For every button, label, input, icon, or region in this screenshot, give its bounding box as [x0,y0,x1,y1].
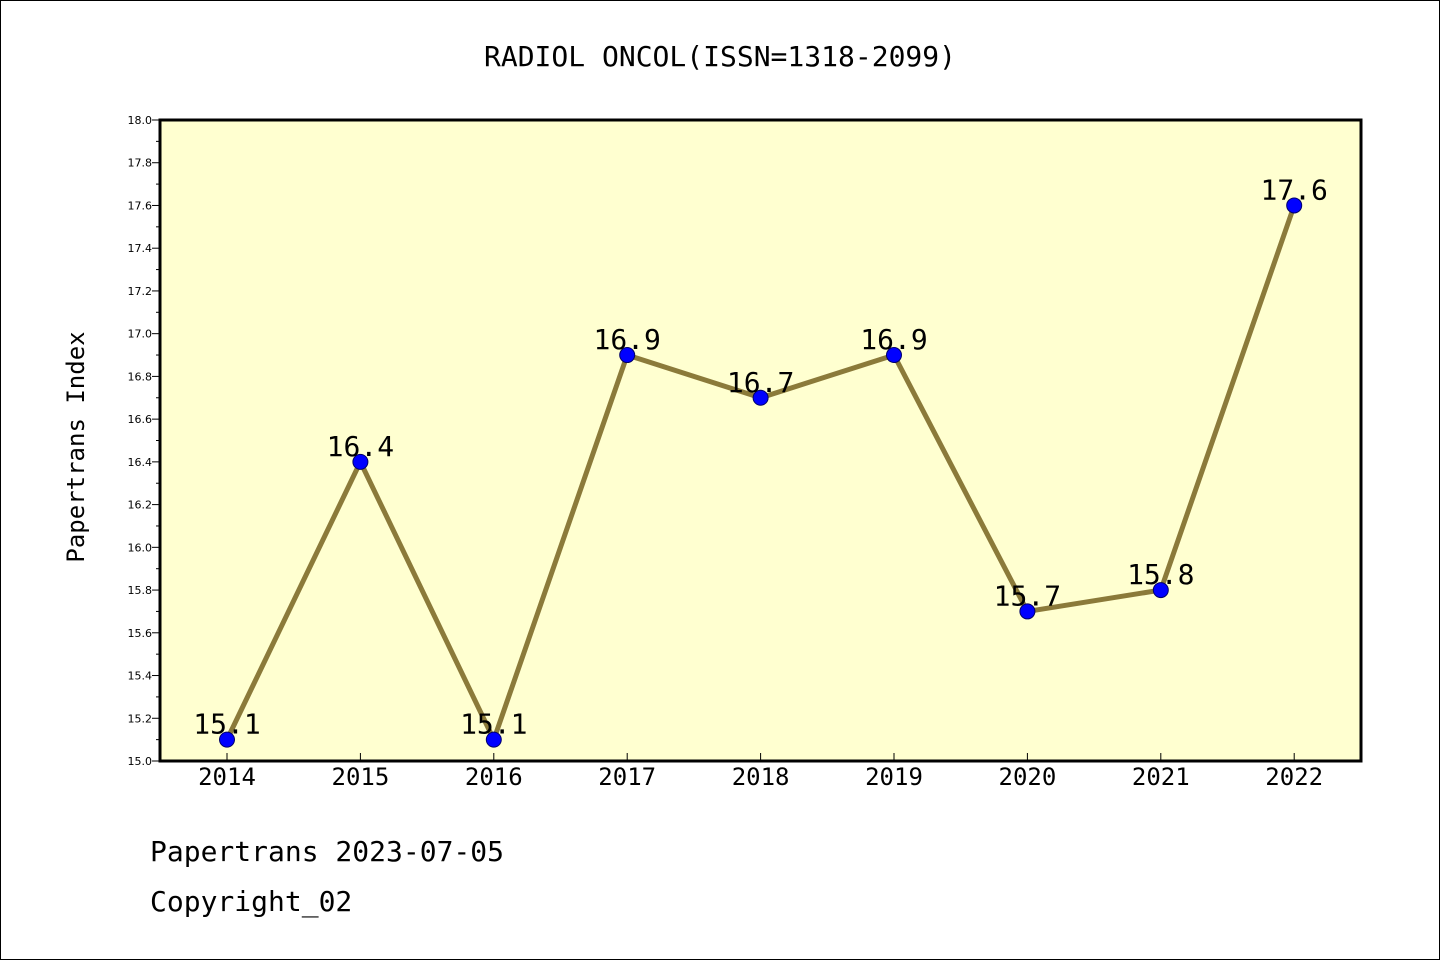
x-axis: 2014 2015 2016 2017 2018 2019 2020 2021 2022 [198,753,1323,791]
data-point [1019,603,1036,620]
data-label: 16.9 [860,323,927,356]
x-tick-label: 2014 [198,763,256,791]
y-tick-label: 16.8 [128,370,153,383]
y-tick-label: 17.0 [128,328,153,341]
data-point [886,347,902,364]
footer-date: Papertrans 2023-07-05 [150,835,505,868]
data-label: 17.6 [1260,173,1327,206]
x-tick-label: 2015 [332,763,390,791]
y-tick-label: 15.6 [128,627,153,640]
x-tick-label: 2016 [465,763,523,791]
x-tick-label: 2021 [1132,763,1190,791]
footer-copyright: Copyright_02 [150,885,353,918]
chart-title: RADIOL ONCOL(ISSN=1318-2099) [484,40,956,73]
x-tick-label: 2017 [598,763,656,791]
data-point [219,731,235,748]
data-point [1286,197,1303,214]
y-tick-label: 16.2 [128,499,153,512]
y-axis-label: Papertrans Index [62,331,90,562]
data-label: 15.1 [193,708,260,741]
data-point [1152,582,1169,599]
x-tick-label: 2020 [999,763,1057,791]
y-tick-label: 17.4 [128,242,153,255]
y-tick-label: 18.0 [128,114,153,127]
data-point [619,347,636,364]
y-tick-label: 16.4 [128,456,153,469]
data-label: 16.4 [327,430,394,463]
data-point [352,453,369,470]
x-tick-label: 2022 [1265,763,1323,791]
y-tick-label: 17.6 [128,199,153,212]
plot-area [158,118,1363,763]
data-label: 15.8 [1127,558,1194,591]
y-tick-label: 16.6 [128,413,153,426]
y-tick-label: 15.8 [128,584,153,597]
y-tick-label: 17.8 [128,157,153,170]
data-labels: 15.1 16.4 15.1 16.9 16.7 16.9 15.7 15.8 17.6 [193,173,1328,740]
x-tick-label: 2019 [865,763,923,791]
data-label: 15.7 [994,579,1061,612]
y-tick-label: 15.0 [128,755,153,768]
y-tick-label: 16.0 [128,541,153,554]
x-tick-label: 2018 [732,763,790,791]
data-point [485,731,502,748]
y-axis: 15.0 15.2 15.4 15.6 15.8 16.0 16.2 16.4 16.6 16.8… [128,114,160,768]
data-point [752,389,769,406]
data-points [219,197,1303,748]
data-label: 15.1 [460,708,527,741]
data-label: 16.7 [727,366,794,399]
y-tick-label: 15.2 [128,712,153,725]
y-tick-label: 17.2 [128,285,153,298]
y-tick-label: 15.4 [128,670,153,683]
data-label: 16.9 [593,323,660,356]
